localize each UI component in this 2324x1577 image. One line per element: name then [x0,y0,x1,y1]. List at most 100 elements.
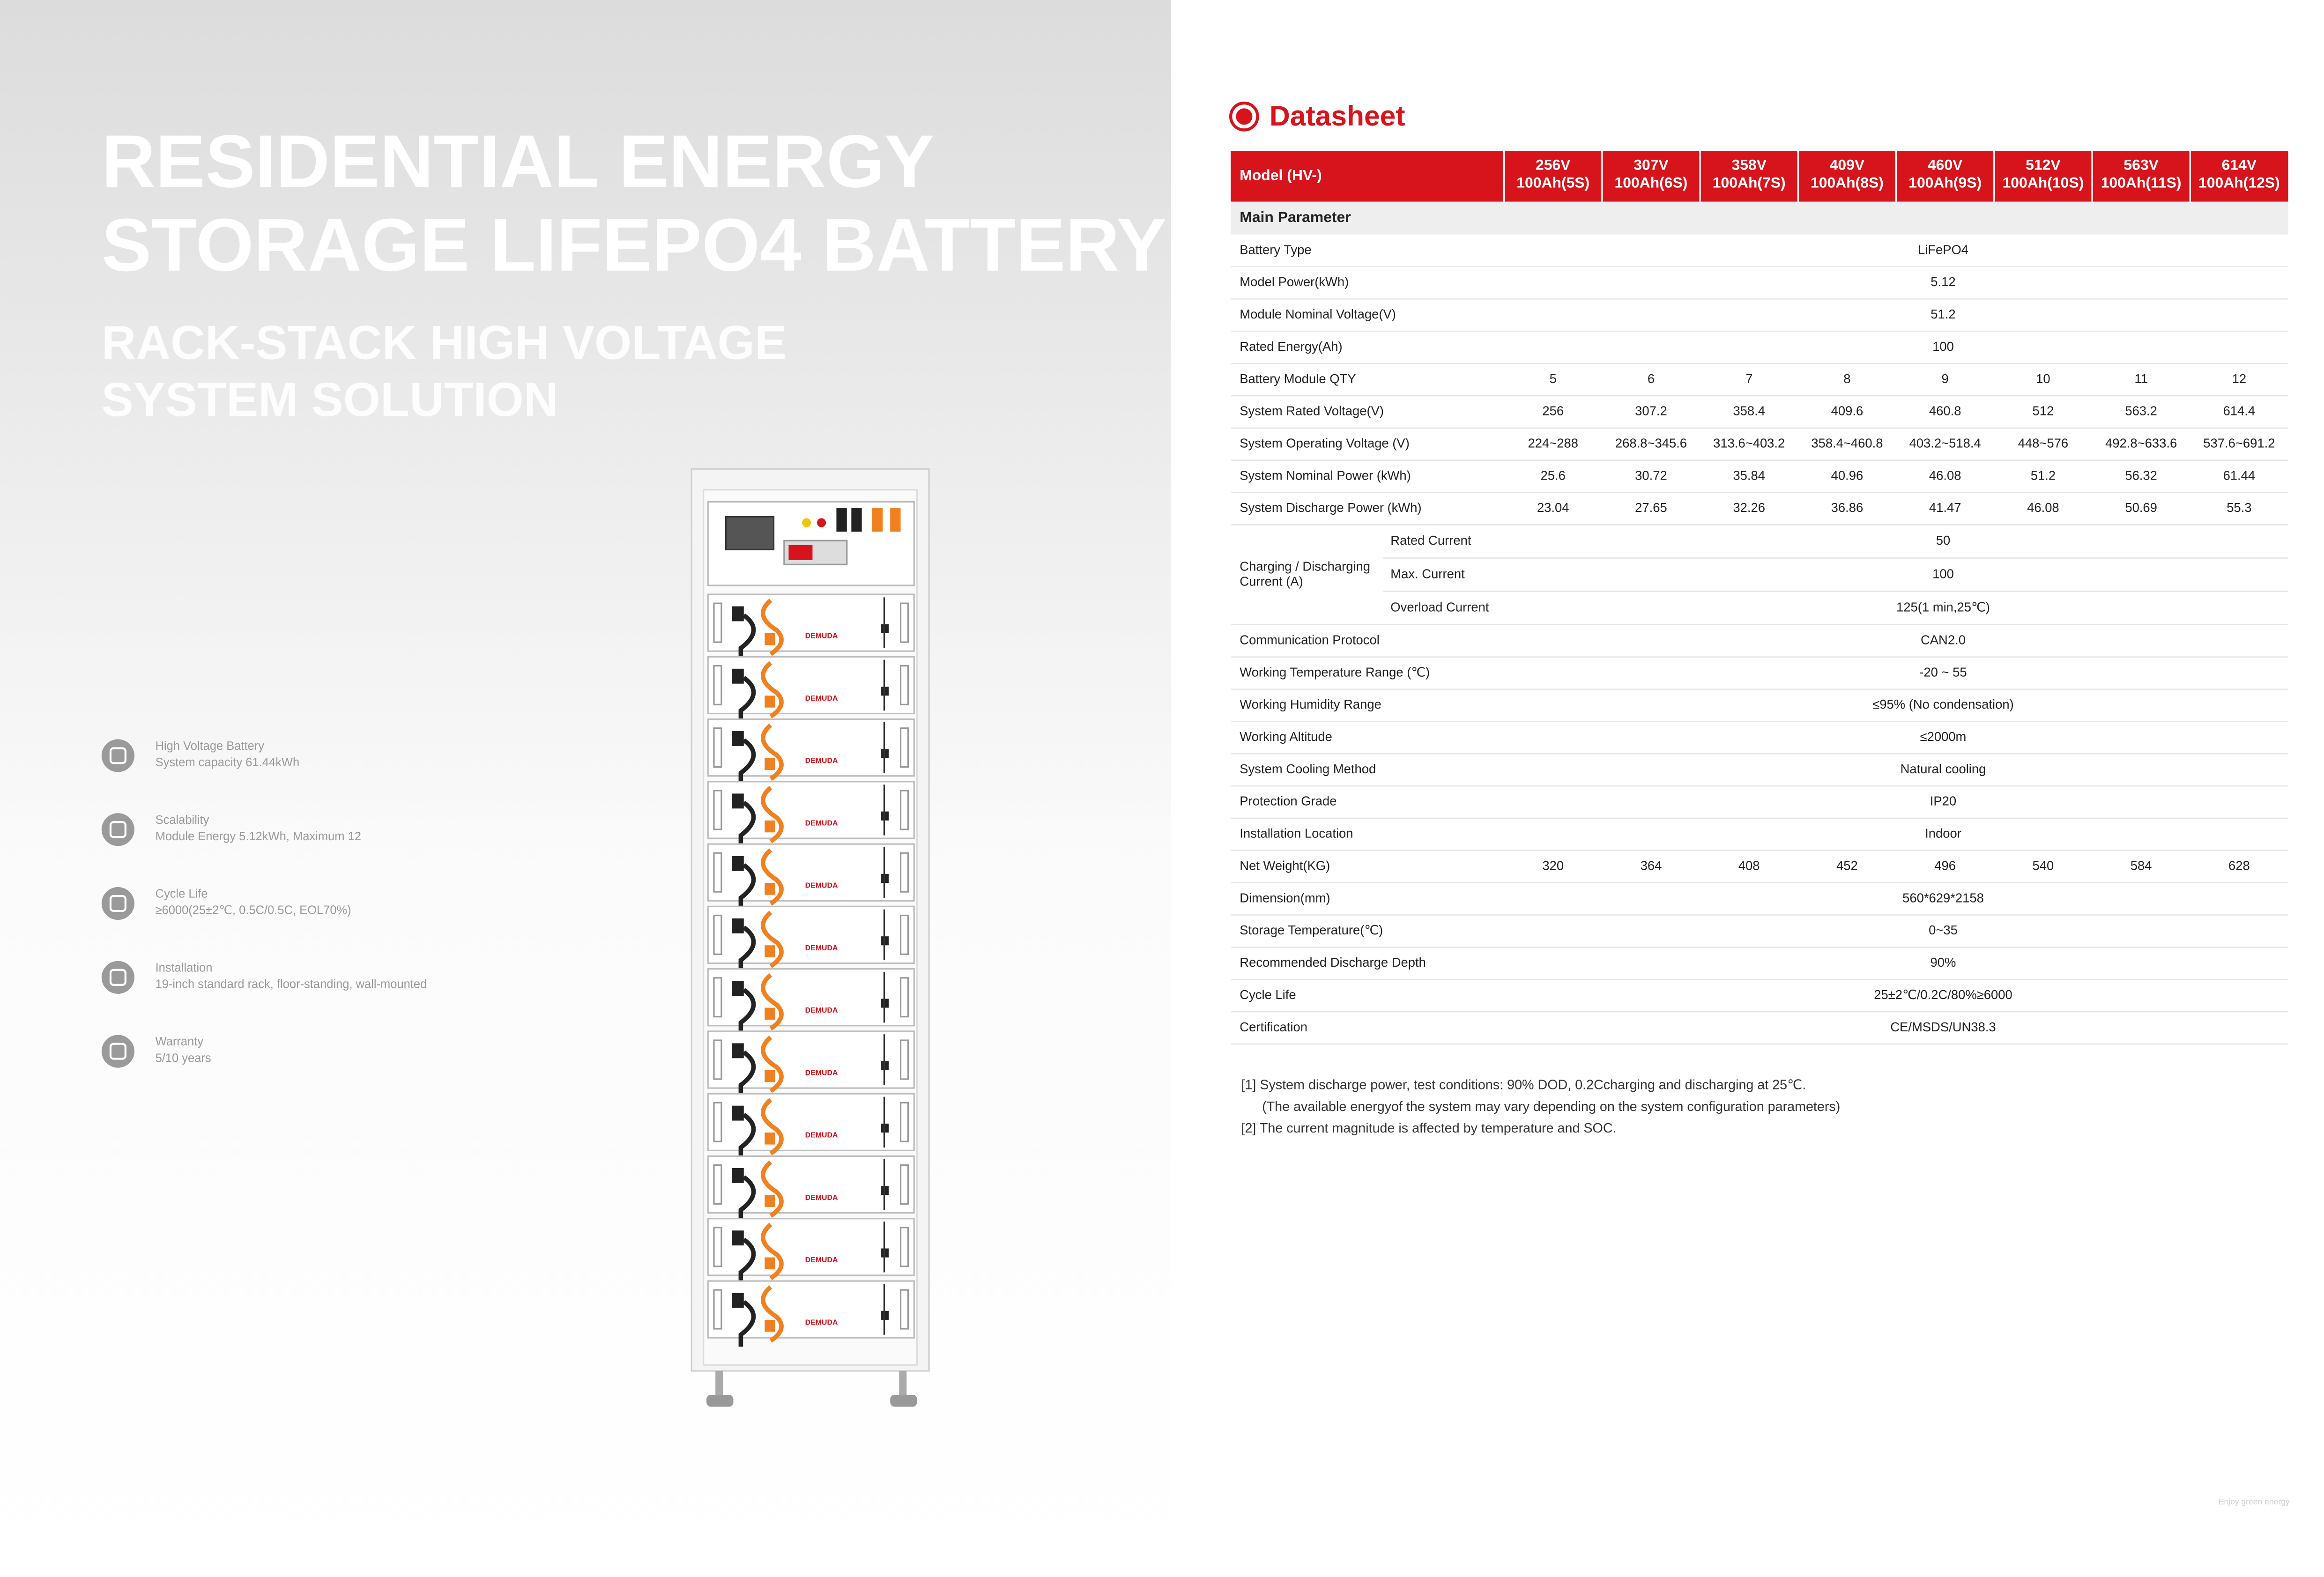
module-handle [713,790,722,830]
battery-module [707,1093,915,1151]
module-port [765,758,775,770]
row-value: LiFePO4 [1918,242,1968,257]
module-brand: DEMUDA [805,1007,838,1014]
module-port [732,731,744,746]
feature-detail: 19-inch standard rack, floor-standing, w… [156,977,427,991]
module-brand: DEMUDA [805,757,838,765]
row-label: System Rated Voltage(V) [1240,404,1384,418]
row-value: 25.6 [1541,468,1566,482]
heading-icon-dot [1236,108,1253,125]
feature-icon [101,813,134,846]
row-value: 224~288 [1528,436,1578,451]
battery-module [707,656,915,715]
row-value: 496 [1934,858,1956,873]
row-label: Protection Grade [1240,794,1336,808]
controller-switch-handle [788,545,813,560]
indicator [802,518,811,527]
row-label: Rated Current [1390,533,1471,548]
module-port [732,918,744,933]
row-value: 6 [1648,371,1655,386]
row-value: 51.2 [2031,468,2056,482]
row-value: 46.08 [2027,500,2059,515]
row-label: Recommended Discharge Depth [1240,955,1426,970]
module-handle [899,790,909,830]
rack-leg [715,1370,723,1398]
row-value: 55.3 [2227,500,2251,515]
module-brand: DEMUDA [805,882,838,890]
module-port [732,856,744,871]
module-port [765,696,775,708]
row-value: 56.32 [2125,468,2157,482]
module-handle [713,665,722,705]
row-value: 90% [1930,955,1956,970]
row-value: 614.4 [2223,404,2256,418]
header-cell: 358V [1731,156,1767,173]
connector [836,508,847,532]
header-cell: 307V [1633,156,1669,173]
row-label: Working Altitude [1240,729,1332,744]
row-value: 408 [1738,858,1760,873]
cable [738,988,756,1035]
module-handle [899,977,909,1018]
module-handle [899,914,909,955]
cable [761,1160,784,1218]
cable [738,613,756,660]
module-handle [899,602,909,643]
battery-module [707,843,915,902]
row-label: Rated Energy(Ah) [1240,339,1342,354]
module-brand: DEMUDA [805,1318,838,1326]
row-label: Certification [1240,1020,1307,1034]
row-value: IP20 [1930,794,1956,808]
row-label: System Nominal Power (kWh) [1240,468,1411,482]
group-label: Current (A) [1240,574,1303,588]
feature-icon [101,1035,134,1068]
feature-icon-glyph [109,895,126,912]
row-value: 36.86 [1831,500,1864,515]
module-brand: DEMUDA [805,1069,838,1077]
row-value: 25±2℃/0.2C/80%≥6000 [1874,987,2012,1002]
row-value: 50.69 [2125,500,2157,515]
header-cell: 512V [2026,156,2061,173]
row-value: -20 ~ 55 [1919,665,1967,679]
row-value: 0~35 [1929,923,1958,937]
section-label: Main Parameter [1240,208,1351,225]
left-panel [0,0,1171,1577]
module-handle [713,602,722,643]
module-brand: DEMUDA [805,1194,838,1202]
row-value: 307.2 [1635,404,1667,418]
module-port [732,1168,744,1183]
module-port [732,1293,744,1308]
cable [738,1300,756,1347]
indicator [817,518,826,527]
module-port [732,1230,744,1246]
row-value: 51.2 [1930,307,1955,321]
header-cell: 563V [2124,156,2159,173]
cable [761,1285,784,1343]
cable [761,973,784,1031]
row-value: Natural cooling [1901,762,1986,776]
row-label: Battery Module QTY [1240,371,1356,386]
row-label: Model Power(kWh) [1240,274,1349,289]
table-header [1231,151,2288,202]
battery-module [707,1280,915,1339]
subtitle: RACK-STACK HIGH VOLTAGE [102,316,787,370]
module-brand: DEMUDA [805,944,838,952]
controller-screen [725,516,775,550]
row-label: Working Humidity Range [1240,697,1381,711]
row-value: 35.84 [1733,468,1765,482]
row-value: 560*629*2158 [1902,890,1984,905]
connector [851,508,862,532]
feature-icon-glyph [109,969,126,986]
battery-module [707,1030,915,1089]
row-value: 32.26 [1733,500,1765,515]
footer: Enjoy green energy [2219,1497,2290,1506]
module-port [732,668,744,684]
feature-icon [101,961,134,994]
rack-leg [899,1370,907,1398]
row-label: Module Nominal Voltage(V) [1240,307,1396,321]
note: [2] The current magnitude is affected by… [1241,1121,1616,1136]
module-handle [899,1227,909,1267]
header-cell: 409V [1830,156,1865,173]
row-value: 40.96 [1831,468,1864,482]
cable [761,848,784,906]
